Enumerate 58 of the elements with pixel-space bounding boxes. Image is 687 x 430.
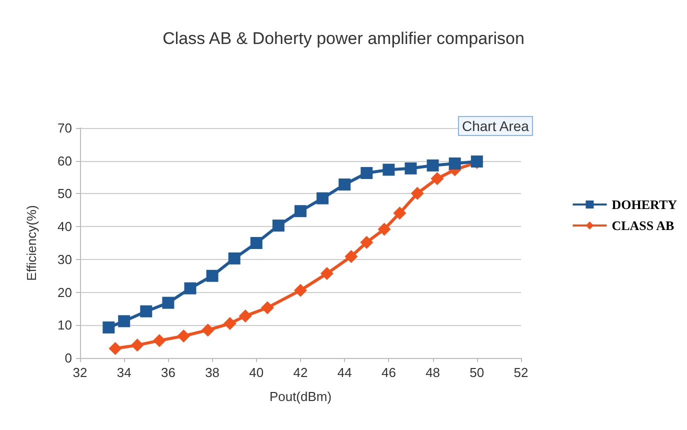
point (393, 206, 406, 220)
x-tick-label: 32 (72, 365, 88, 380)
x-tick-label: 36 (160, 365, 176, 380)
point (223, 317, 236, 330)
x-tick-label: 40 (249, 365, 264, 380)
point (177, 329, 190, 342)
point (410, 186, 424, 200)
x-tick-label: 50 (470, 365, 484, 380)
point (272, 220, 284, 232)
point (102, 321, 115, 334)
point (206, 270, 218, 282)
x-tick-label: 44 (337, 365, 352, 380)
legend-label: DOHERTY (612, 197, 678, 212)
point (140, 305, 152, 318)
x-tick-label: 46 (381, 365, 396, 380)
point (320, 267, 334, 280)
y-tick-label: 20 (58, 284, 72, 300)
point (344, 250, 358, 263)
point (130, 338, 144, 352)
point (294, 284, 307, 297)
y-tick-label: 40 (58, 219, 72, 234)
point (238, 309, 252, 322)
point (184, 282, 196, 294)
point (338, 178, 351, 191)
point (360, 236, 374, 249)
x-axis-title: Pout(dBm) (269, 389, 332, 404)
point (228, 252, 240, 264)
y-axis-title: Efficiency(%) (24, 205, 39, 281)
y-tick-label: 0 (64, 350, 72, 366)
point (108, 342, 122, 355)
point (378, 222, 391, 236)
point (426, 159, 439, 172)
y-tick-label: 30 (58, 252, 72, 267)
x-tick-label: 48 (426, 365, 440, 380)
x-tick-label: 34 (116, 365, 132, 380)
y-tick-label: 60 (58, 153, 72, 168)
y-tick-label: 70 (58, 120, 72, 136)
x-tick-label: 52 (514, 365, 528, 380)
point (162, 296, 174, 309)
point (250, 237, 262, 249)
point (152, 334, 166, 348)
point (118, 315, 130, 328)
point (201, 324, 214, 337)
point (260, 301, 274, 314)
x-tick-label: 42 (293, 365, 308, 380)
y-tick-label: 10 (58, 318, 72, 333)
legend-label: CLASS AB (612, 218, 675, 233)
y-tick-label: 50 (58, 186, 72, 202)
point (316, 192, 329, 204)
chart-title: Class AB & Doherty power amplifier comparison (162, 29, 524, 48)
point (448, 157, 461, 170)
annotation: Chart Area (458, 116, 533, 136)
point (382, 164, 395, 176)
point (360, 167, 373, 180)
x-tick-label: 38 (205, 365, 220, 380)
point (430, 172, 444, 186)
point (294, 205, 306, 218)
point (404, 162, 417, 174)
